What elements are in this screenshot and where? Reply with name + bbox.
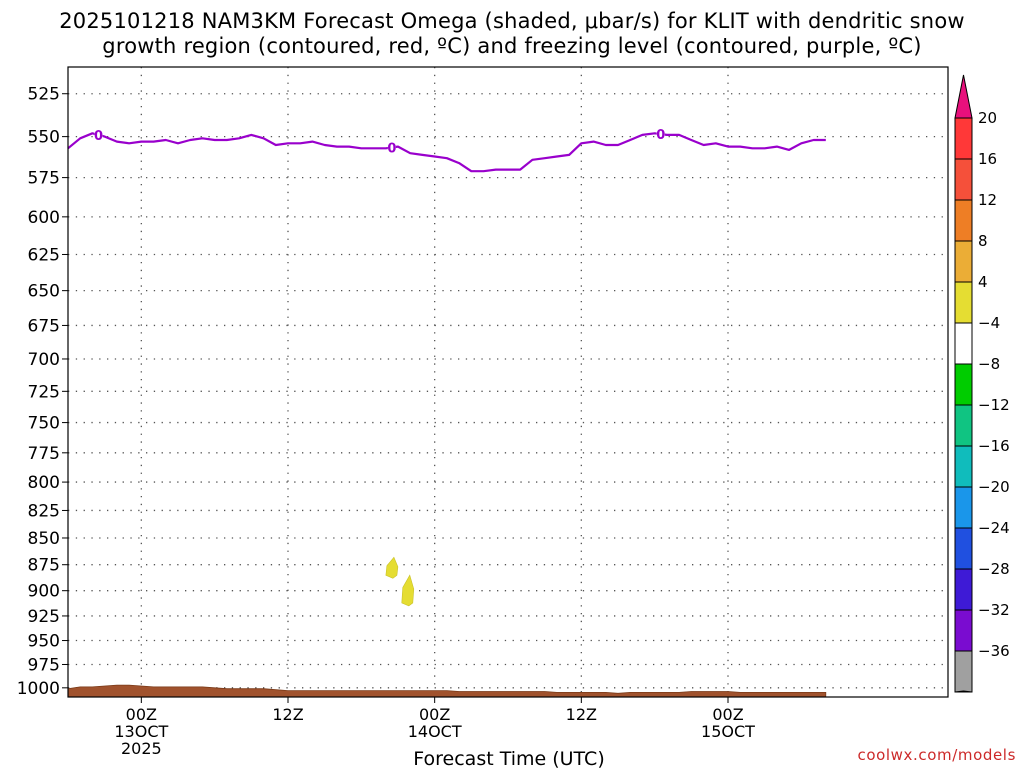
colorbar-swatch [954, 445, 973, 488]
colorbar-top-arrow [954, 74, 973, 119]
y-tick-label: 800 [28, 473, 60, 493]
plot-frame [67, 66, 949, 698]
y-tick-label: 725 [28, 382, 60, 402]
colorbar-tick-label: −32 [978, 601, 1010, 619]
x-tick-label-time: 00Z [712, 705, 743, 724]
colorbar-tick-label: −20 [978, 478, 1010, 496]
y-tick-label: 750 [28, 414, 60, 434]
freezing-level-line [67, 132, 826, 173]
y-tick-label: 525 [28, 85, 60, 105]
y-tick-label: 625 [28, 245, 60, 265]
y-tick-label: 675 [28, 316, 60, 336]
colorbar-swatch [954, 363, 973, 406]
y-tick-label: 575 [28, 169, 60, 189]
terrain-layer [67, 684, 827, 698]
credit-text: coolwx.com/models [857, 746, 1016, 764]
y-tick-label: 900 [28, 582, 60, 602]
chart-title-line-2: growth region (contoured, red, ºC) and f… [102, 34, 922, 58]
colorbar-tick-label: −16 [978, 437, 1010, 455]
colorbar-tick-label: 4 [978, 273, 988, 291]
contour-label-bg [387, 140, 396, 154]
y-tick-label: 875 [28, 556, 60, 576]
colorbar-swatch [954, 281, 973, 324]
colorbar-tick-label: −28 [978, 560, 1010, 578]
omega-shaded-area [385, 556, 399, 579]
freezing-contour-label: 0 [387, 141, 396, 156]
colorbar-tick-label: 16 [978, 150, 997, 168]
y-tick-label: 650 [28, 282, 60, 302]
colorbar-tick-label: −4 [978, 314, 1000, 332]
x-tick-label-date: 15OCT [701, 722, 755, 741]
colorbar-swatch [954, 240, 973, 283]
x-tick-label-time: 00Z [419, 705, 450, 724]
colorbar-tick-label: 20 [978, 109, 997, 127]
omega-shading-layer [385, 556, 415, 607]
freezing-contour-label: 0 [94, 129, 103, 144]
colorbar-swatch [954, 158, 973, 201]
x-axis-label: Forecast Time (UTC) [413, 748, 604, 768]
contour-label-bg [94, 127, 103, 141]
y-tick-label: 925 [28, 607, 60, 627]
terrain-fill [67, 684, 827, 698]
colorbar-swatch [954, 404, 973, 447]
colorbar: 20 16 12 8 4 −4 −8 −12 −16 −20 −24 −28 −32 −36 [954, 74, 1010, 693]
y-tick-label: 975 [28, 655, 60, 675]
y-tick-label: 825 [28, 501, 60, 521]
colorbar-swatch [954, 650, 973, 693]
colorbar-tick-label: 12 [978, 191, 997, 209]
omega-shaded-area [401, 574, 415, 607]
colorbar-swatch [954, 322, 973, 365]
colorbar-swatch [954, 486, 973, 529]
colorbar-bottom-arrow [954, 690, 973, 693]
y-axis-ticks: 525 550 575 600 625 650 675 700 725 750 775 800 825 8… [17, 85, 68, 699]
colorbar-swatch [954, 568, 973, 611]
y-tick-label: 775 [28, 444, 60, 464]
colorbar-tick-label: −12 [978, 396, 1010, 414]
chart-title-line-1: 2025101218 NAM3KM Forecast Omega (shaded… [59, 9, 965, 33]
x-tick-label-time: 00Z [126, 705, 157, 724]
freezing-contour-label: 0 [656, 128, 665, 143]
x-tick-label-time: 12Z [272, 705, 303, 724]
colorbar-tick-label: −36 [978, 642, 1010, 660]
y-tick-label: 700 [28, 350, 60, 370]
colorbar-tick-label: −8 [978, 355, 1000, 373]
y-tick-label: 550 [28, 128, 60, 148]
x-tick-label-year: 2025 [121, 739, 162, 758]
contour-label-bg [656, 127, 665, 141]
y-tick-label: 600 [28, 208, 60, 228]
gridlines [68, 67, 948, 697]
y-tick-label: 850 [28, 529, 60, 549]
colorbar-swatch [954, 527, 973, 570]
x-tick-label-time: 12Z [566, 705, 597, 724]
freezing-level-layer: 0 0 0 [67, 127, 826, 173]
y-tick-label: 1000 [17, 679, 60, 699]
colorbar-tick-label: −24 [978, 519, 1010, 537]
colorbar-swatch [954, 199, 973, 242]
x-tick-label-date: 13OCT [114, 722, 168, 741]
colorbar-tick-label: 8 [978, 232, 988, 250]
colorbar-swatch [954, 117, 973, 160]
colorbar-swatch [954, 609, 973, 652]
x-tick-label-date: 14OCT [408, 722, 462, 741]
y-tick-label: 950 [28, 632, 60, 652]
